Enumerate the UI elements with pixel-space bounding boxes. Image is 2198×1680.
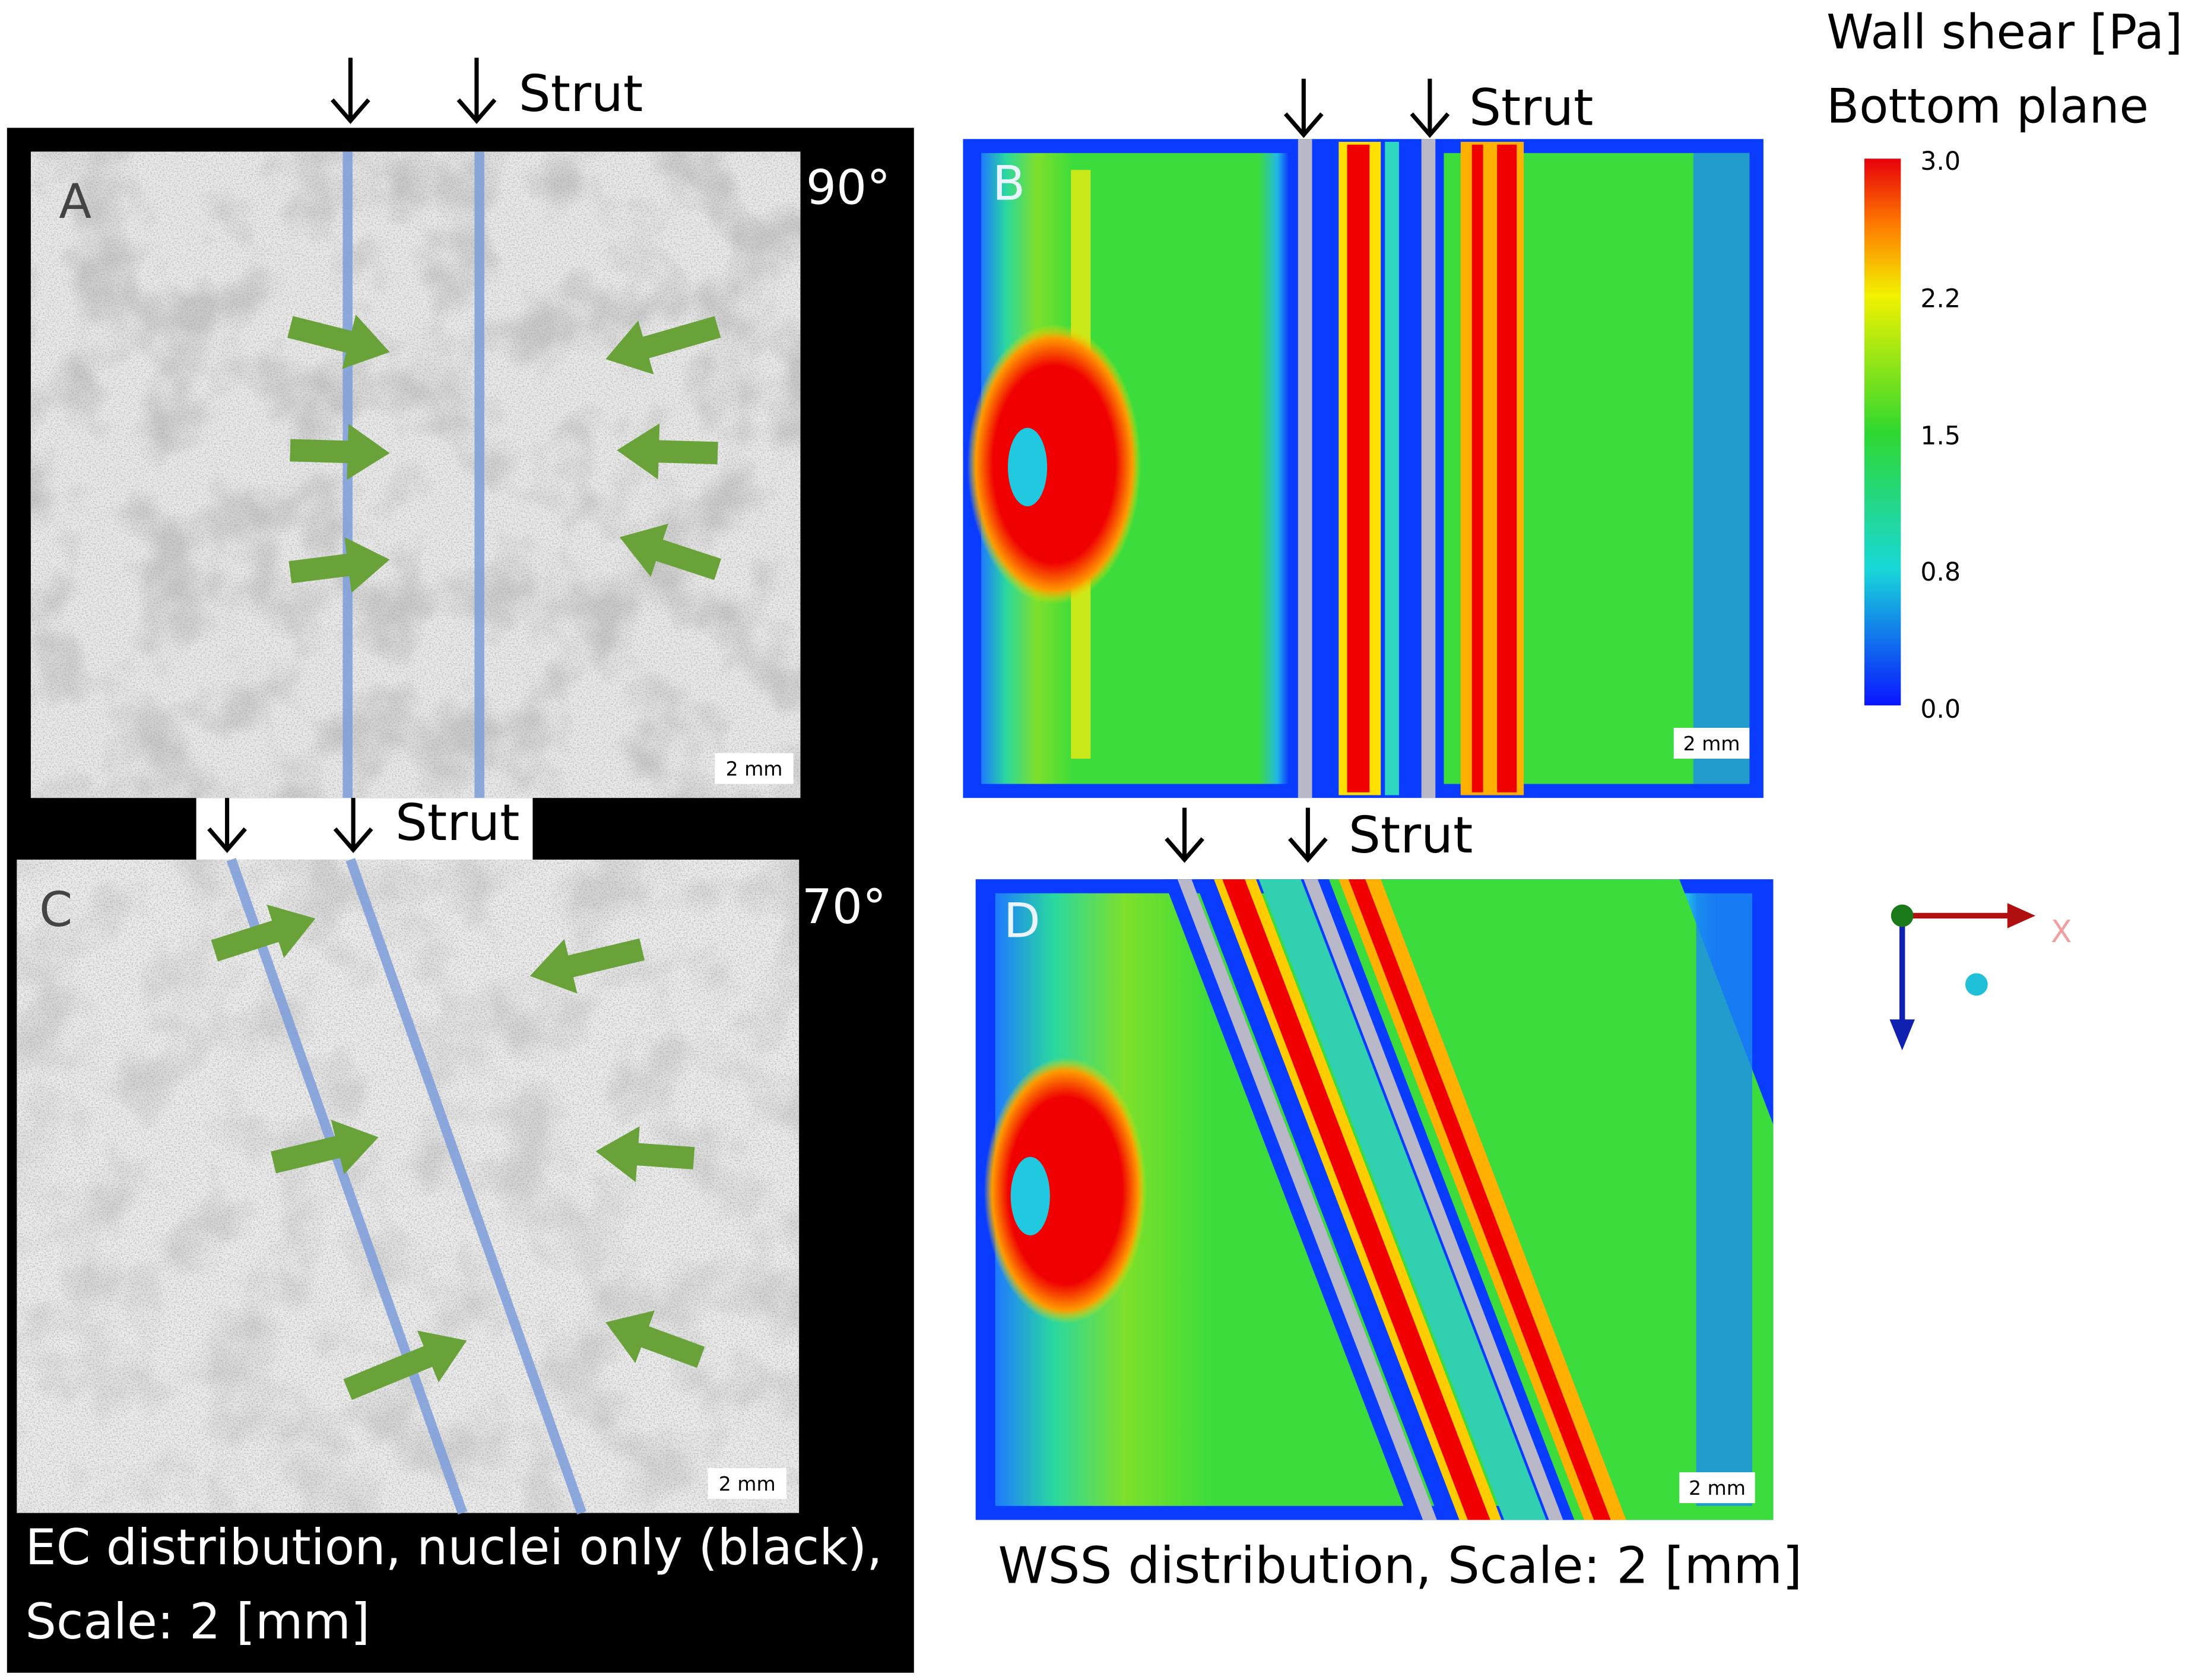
colorbar-tick: 3.0 (1920, 147, 1961, 176)
scale-box (1673, 728, 1750, 759)
strut (1421, 139, 1436, 798)
strut-label: Strut (519, 65, 643, 123)
header-strip (196, 798, 533, 860)
colorbar-title: Wall shear [Pa] (1826, 4, 2183, 59)
strut-label: Strut (1349, 806, 1473, 865)
green-arrow (271, 1120, 379, 1175)
band (1385, 141, 1399, 795)
scale-label: 2 mm (1683, 732, 1740, 755)
arrowhead (1889, 1019, 1915, 1051)
colorbar-tick: 1.5 (1920, 422, 1961, 451)
strut-arrow (1410, 78, 1450, 138)
strut-line (345, 858, 586, 1515)
strut (1303, 879, 1563, 1520)
green-arrow (290, 423, 390, 480)
edge (1693, 153, 1750, 784)
strut-arrow (207, 798, 247, 853)
strut (1177, 879, 1437, 1520)
panel-label: B (992, 155, 1025, 211)
origin-sphere (1891, 904, 1914, 927)
hotspot (984, 1057, 1147, 1324)
caption: Scale: 2 [mm] (26, 1593, 370, 1650)
caption: WSS distribution, Scale: 2 [mm] (998, 1536, 1802, 1595)
panel-d: D 2 mm Strut WSS distribution, Scale: 2 … (975, 806, 1802, 1595)
band (1222, 879, 1490, 1520)
axis-triad: X (1889, 903, 2072, 1051)
colorbar-bar (1864, 159, 1901, 706)
colorbar-title: Bottom plane (1826, 78, 2149, 134)
arrowhead (2007, 903, 2036, 928)
scale-box (1679, 1472, 1755, 1504)
band (1347, 144, 1370, 793)
angle-label: 90° (806, 160, 890, 215)
green-arrow (619, 524, 722, 581)
colorbar: Wall shear [Pa] Bottom plane 3.0 2.2 1.5… (1826, 4, 2183, 724)
panel-label: D (1004, 893, 1041, 949)
band (1471, 144, 1483, 793)
colorbar-tick: 0.0 (1920, 695, 1961, 724)
green-arrow (287, 314, 390, 369)
hotspot-core (1007, 427, 1048, 506)
colorbar-tick: 0.8 (1920, 558, 1961, 587)
strut-arrow (456, 58, 497, 124)
colorbar-tick: 2.2 (1920, 284, 1961, 313)
caption: EC distribution, nuclei only (black), (26, 1519, 883, 1576)
scale-label: 2 mm (1689, 1476, 1746, 1500)
panel-label: C (39, 882, 72, 937)
band (1497, 144, 1517, 793)
strut-arrow (333, 798, 373, 853)
green-arrow (288, 537, 390, 593)
strut-arrow (1165, 807, 1204, 863)
band (1258, 879, 1546, 1520)
panel-label: A (59, 173, 91, 229)
bands (1163, 879, 1774, 1520)
panel-c: C 70° 2 mm Strut EC distribution, nuclei… (17, 794, 886, 1650)
green-arrow (605, 316, 721, 375)
axis-label: X (2051, 914, 2072, 950)
strut-arrow (1283, 78, 1324, 138)
strut (1298, 139, 1312, 798)
green-arrow (211, 904, 316, 962)
hotspot (967, 324, 1141, 605)
green-arrow (595, 1126, 695, 1183)
green-arrow (617, 423, 718, 480)
scale-label: 2 mm (719, 1472, 776, 1495)
strut-label: Strut (1469, 78, 1593, 137)
scale-box (715, 753, 794, 784)
sphere (1965, 973, 1988, 996)
image-a-noise (30, 151, 801, 798)
panel-b: B 2 mm Strut (963, 78, 1764, 798)
green-arrow (605, 1310, 705, 1368)
strut-line (226, 858, 468, 1515)
panel-a: A 90° 2 mm Strut (30, 65, 890, 798)
green-arrow (529, 938, 645, 994)
image-c-noise (17, 860, 800, 1513)
hotspot-core (1010, 1156, 1050, 1235)
scale-label: 2 mm (726, 757, 783, 780)
strut-arrow (331, 58, 370, 124)
strut-label: Strut (395, 794, 519, 852)
band (1328, 879, 1774, 1520)
band (1348, 879, 1611, 1520)
green-arrow (343, 1330, 467, 1400)
strut-arrow (1288, 807, 1328, 863)
skewed-bands (1163, 879, 1774, 1520)
angle-label: 70° (802, 879, 886, 934)
edge (1696, 893, 1753, 1506)
scale-box (708, 1468, 786, 1499)
